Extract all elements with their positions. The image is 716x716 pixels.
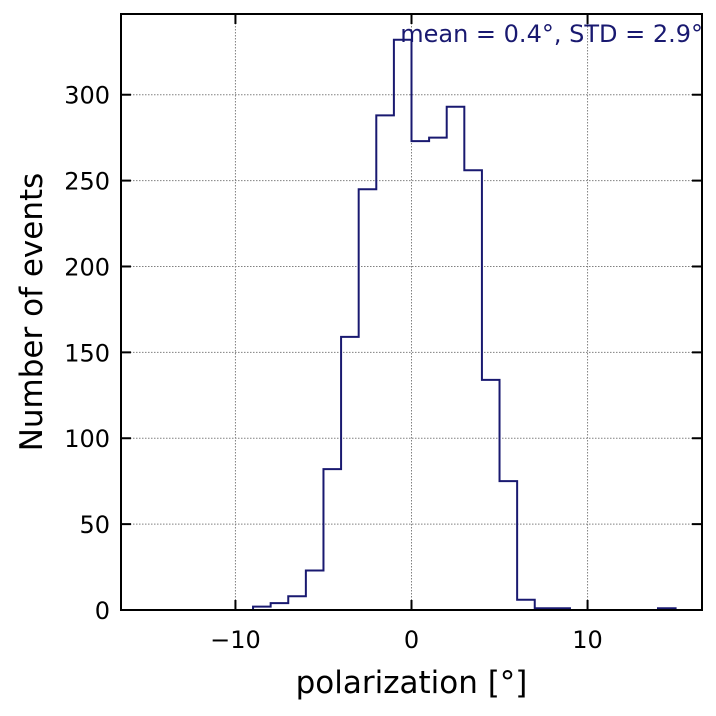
y-tick-label: 200 xyxy=(64,253,110,281)
x-tick-label: 0 xyxy=(404,626,419,654)
y-tick-label: 300 xyxy=(64,82,110,110)
y-tick-label: 150 xyxy=(64,339,110,367)
x-tick-label: −10 xyxy=(210,626,261,654)
x-tick-label: 10 xyxy=(572,626,603,654)
y-axis-label: Number of events xyxy=(14,173,50,452)
x-axis-label: polarization [°] xyxy=(296,665,528,701)
y-tick-label: 0 xyxy=(95,597,110,625)
y-tick-label: 250 xyxy=(64,168,110,196)
stats-annotation: mean = 0.4°, STD = 2.9° xyxy=(400,20,703,48)
y-tick-label: 50 xyxy=(79,511,110,539)
y-tick-label: 100 xyxy=(64,425,110,453)
